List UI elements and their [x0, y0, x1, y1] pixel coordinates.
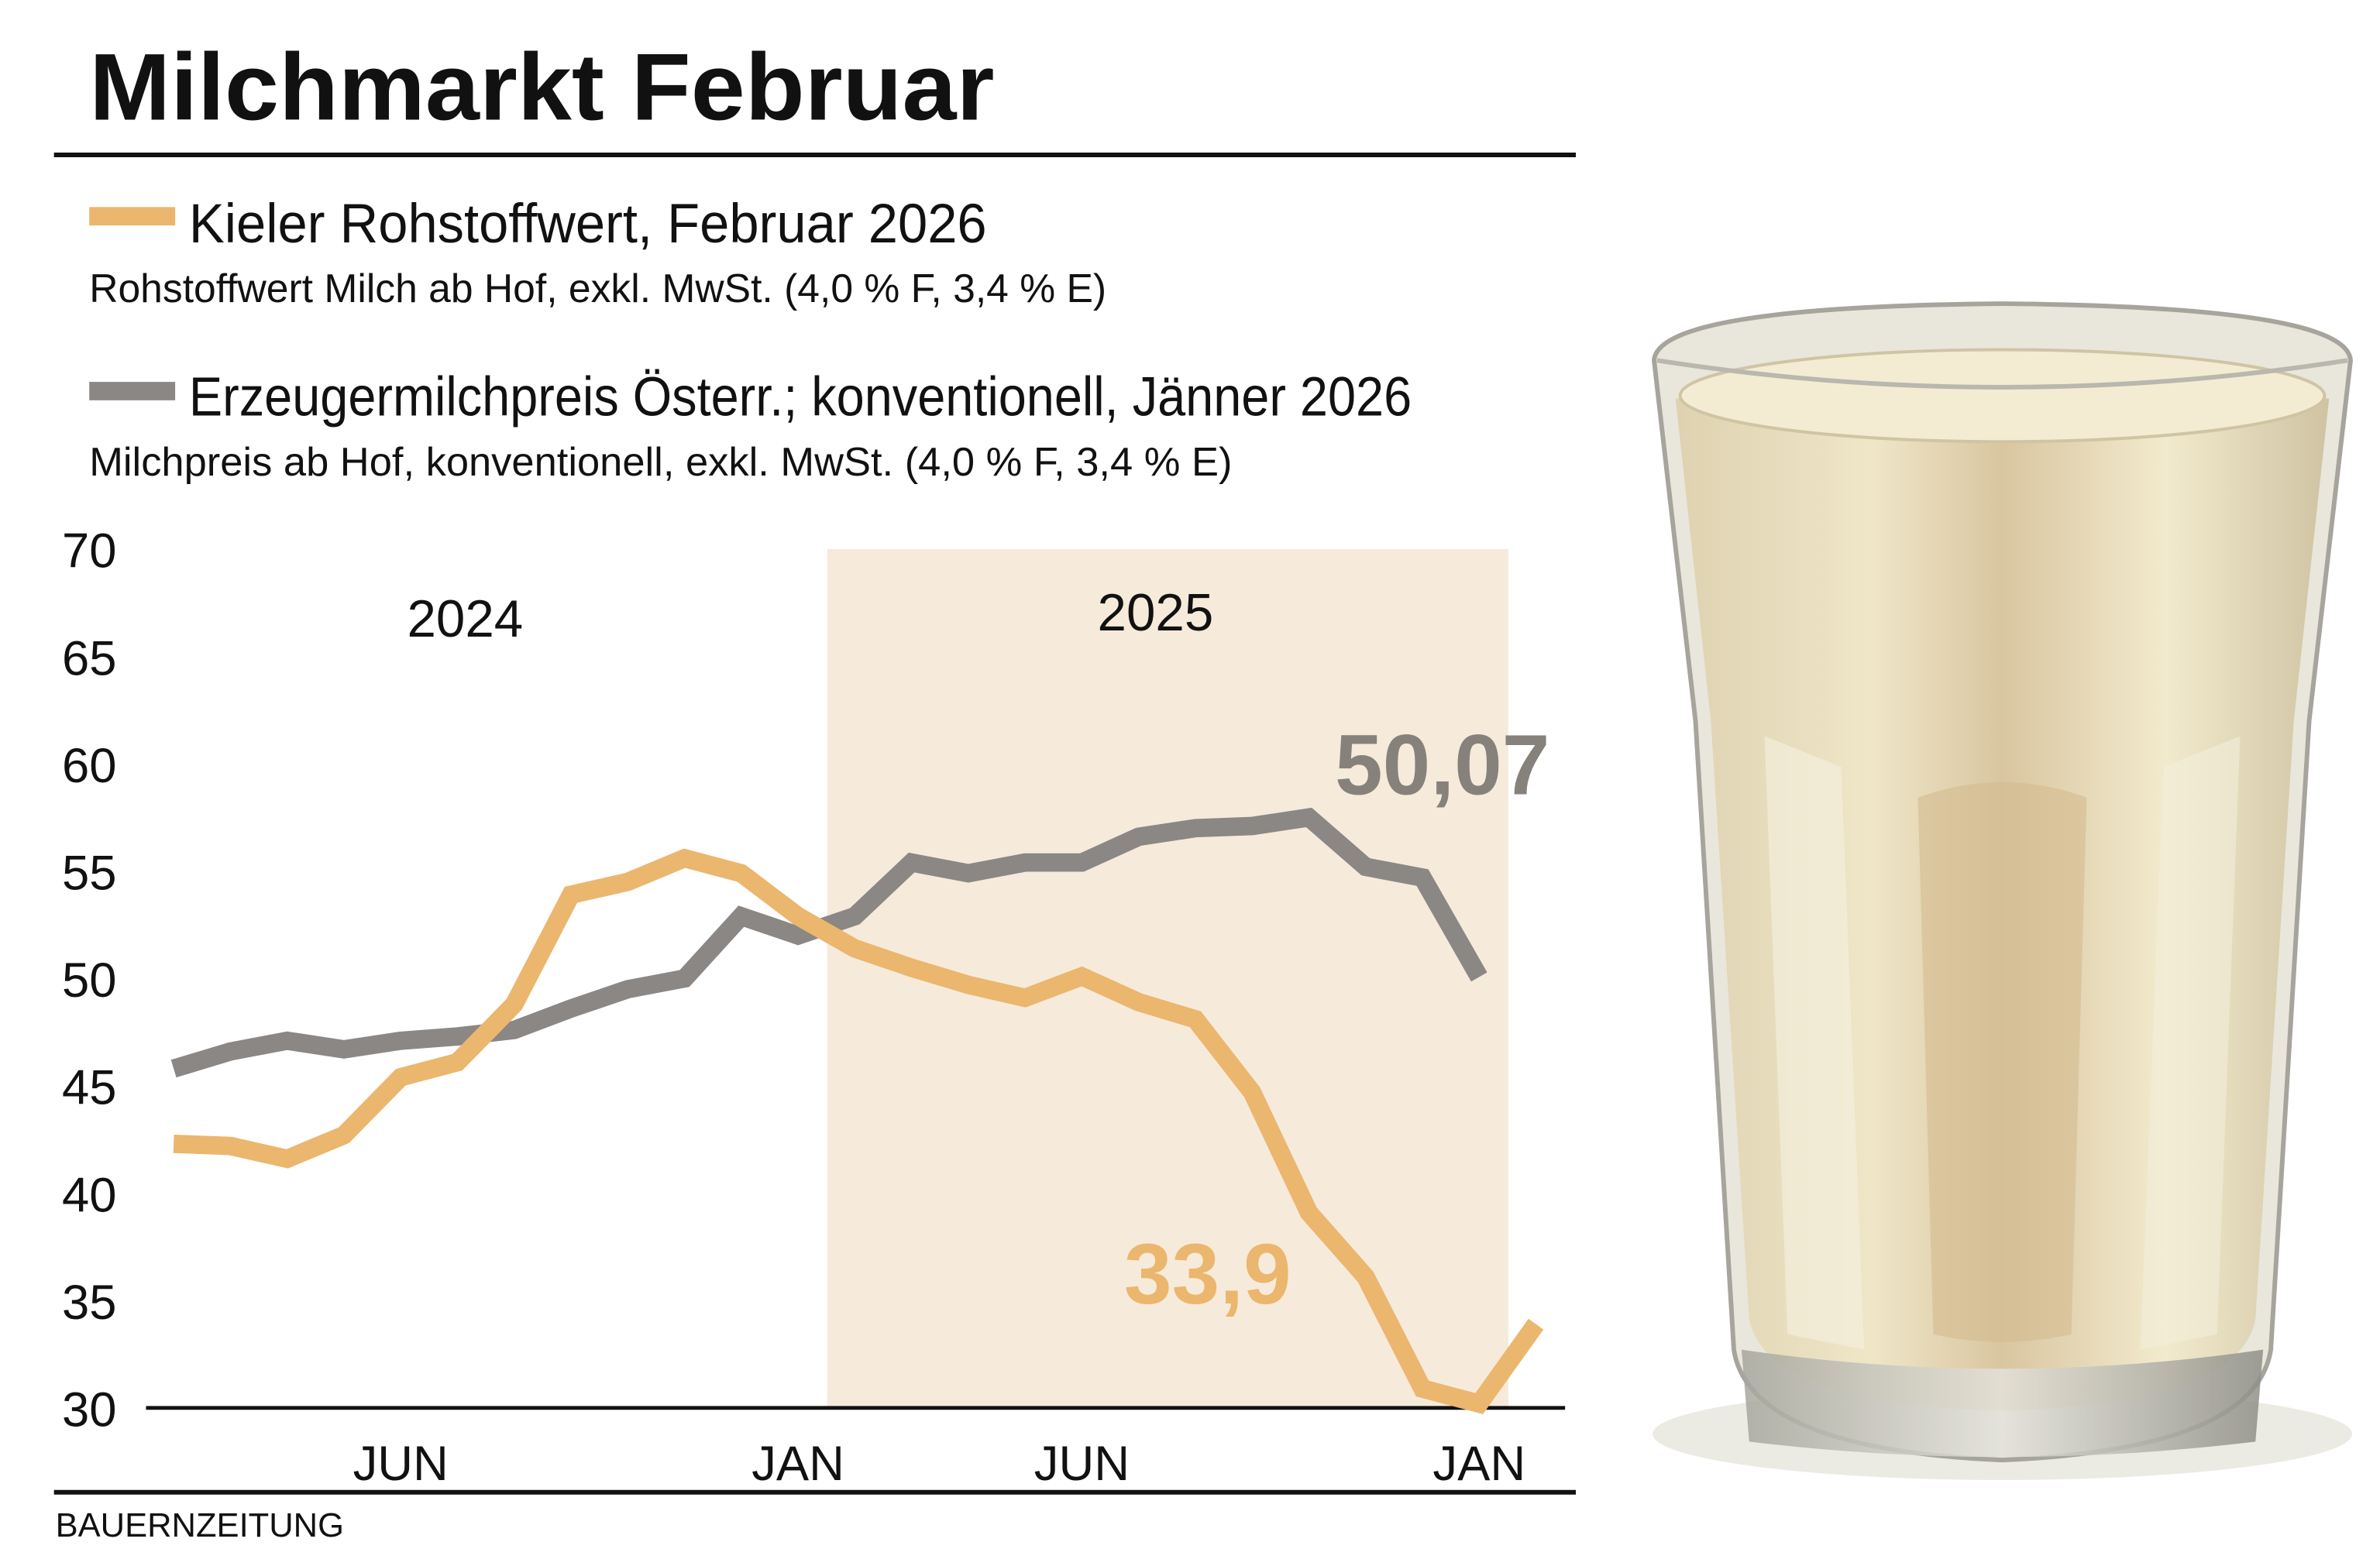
y-tick-label: 40	[62, 1168, 116, 1222]
page-title: Milchmarkt Februar	[89, 34, 994, 140]
x-tick-label: JUN	[1034, 1437, 1130, 1491]
legend-swatch-orange	[89, 207, 176, 226]
annotation-erzeuger-value: 50,07	[1335, 718, 1549, 813]
x-tick-label: JUN	[353, 1437, 449, 1491]
y-tick-label: 55	[62, 847, 116, 901]
legend-sub-erzeuger: Milchpreis ab Hof, konventionell, exkl. …	[89, 439, 1232, 484]
legend-swatch-gray	[89, 382, 176, 400]
legend-label-kieler: Kieler Rohstoffwert, Februar 2026	[189, 193, 987, 255]
y-tick-label: 70	[62, 524, 116, 579]
annotation-kieler-value: 33,9	[1124, 1227, 1291, 1322]
series-line-kieler-rohstoffwert	[173, 848, 1544, 1414]
year-label-2024: 2024	[407, 590, 523, 648]
y-tick-label: 45	[62, 1061, 116, 1115]
legend-label-erzeuger: Erzeugermilchpreis Österr.; konventionel…	[189, 366, 1412, 428]
y-tick-label: 65	[62, 631, 116, 685]
milk-glass-illustration	[1652, 301, 2354, 1480]
y-tick-label: 35	[62, 1276, 116, 1330]
x-tick-label: JAN	[751, 1437, 844, 1491]
line-chart: 70 65 60 55 50 45 40 35 30 2024 2025 JUN JAN JUN JA…	[62, 524, 1566, 1491]
y-tick-label: 50	[62, 953, 116, 1008]
y-tick-label: 60	[62, 739, 116, 793]
source-label: BAUERNZEITUNG	[56, 1507, 344, 1544]
year-label-2025: 2025	[1098, 584, 1214, 642]
legend-sub-kieler: Rohstoffwert Milch ab Hof, exkl. MwSt. (…	[89, 266, 1106, 311]
y-tick-label: 30	[62, 1383, 116, 1437]
x-tick-label: JAN	[1432, 1437, 1525, 1491]
